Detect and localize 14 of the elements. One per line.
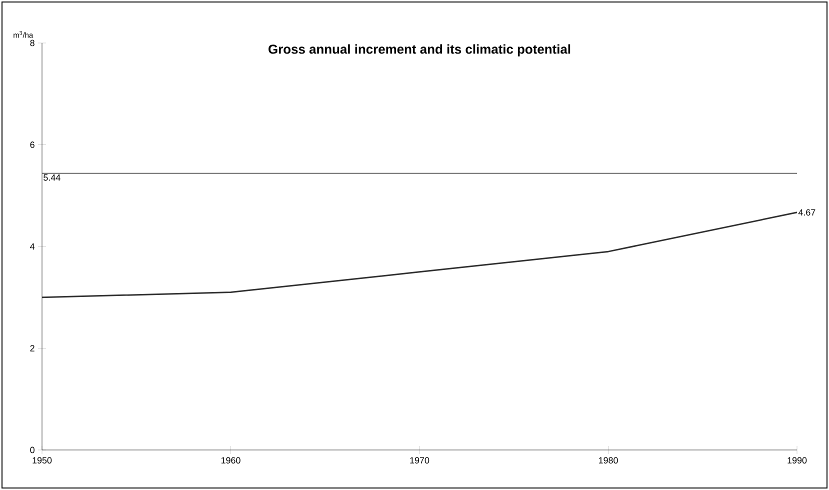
chart-title: Gross annual increment and its climatic potential	[268, 44, 570, 56]
line-series	[41, 212, 798, 298]
y-tick-label: 6	[30, 142, 34, 148]
ref-line-label: 5.44	[44, 174, 60, 181]
x-tick-label: 1970	[410, 457, 430, 464]
y-tick-label: 8	[30, 40, 34, 46]
x-tick-label: 1990	[788, 457, 807, 464]
y-tick-label: 2	[30, 345, 34, 352]
x-tick-label: 1960	[221, 457, 240, 464]
y-tick-label: 4	[30, 243, 35, 250]
data-label: 4.67	[798, 209, 816, 216]
x-tick-label: 1950	[32, 457, 52, 464]
x-tick-label: 1980	[598, 457, 618, 464]
y-tick-label: 0	[30, 446, 34, 454]
